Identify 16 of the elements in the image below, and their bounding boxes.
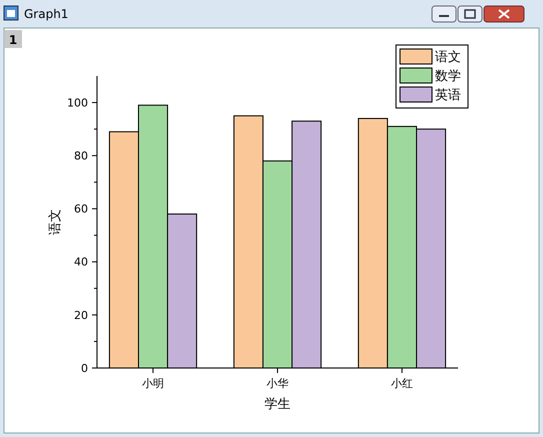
y-tick-label: 80 bbox=[74, 149, 88, 162]
y-axis-title: 语文 bbox=[48, 209, 63, 235]
y-tick-label: 60 bbox=[74, 202, 88, 216]
legend-label: 数学 bbox=[435, 69, 461, 84]
x-tick-label: 小华 bbox=[266, 377, 288, 390]
x-axis-title: 学生 bbox=[264, 397, 290, 412]
text: 1 bbox=[8, 33, 18, 47]
x-tick-label: 小红 bbox=[390, 377, 413, 390]
y-tick-label: 40 bbox=[74, 256, 88, 269]
y-tick-label: 0 bbox=[81, 362, 88, 375]
chart-title: Graph1 bbox=[24, 7, 68, 21]
x-tick-label: 小明 bbox=[142, 377, 164, 390]
y-tick-label: 100 bbox=[67, 96, 88, 110]
legend-label: 英语 bbox=[435, 88, 461, 103]
legend-label: 语文 bbox=[435, 50, 461, 65]
y-tick-label: 20 bbox=[74, 308, 88, 322]
